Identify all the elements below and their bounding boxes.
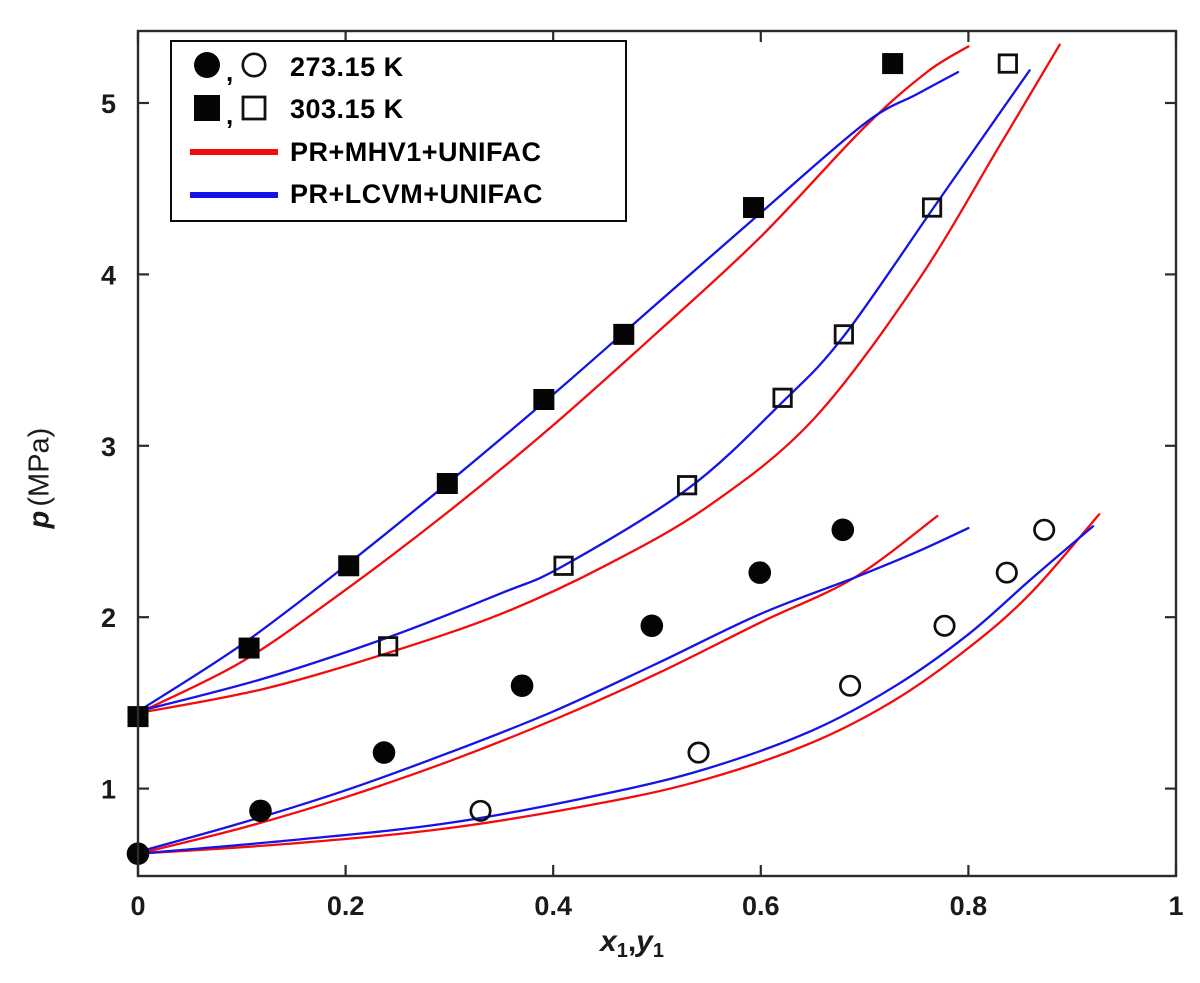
marker-303K-vapor	[553, 555, 574, 576]
x-symbol: x	[600, 925, 617, 958]
marker-273K-vapor	[839, 674, 862, 697]
red-line-icon	[190, 149, 278, 156]
filled-circle-icon	[194, 52, 220, 79]
open-square-icon	[241, 95, 267, 121]
marker-303K-liquid	[613, 323, 635, 345]
marker-303K-vapor	[997, 53, 1018, 74]
x-tick-label-1: 1	[1168, 891, 1183, 921]
x-tick-label-0: 0	[130, 891, 145, 921]
legend-row-mhv1: PR+MHV1+UNIFAC	[190, 131, 625, 173]
y-tick-label-3: 3	[101, 432, 116, 462]
marker-303K-vapor	[677, 475, 698, 496]
marker-303K-vapor	[921, 197, 943, 218]
legend-label-lcvm: PR+LCVM+UNIFAC	[290, 179, 544, 210]
curve-mhv1-303-dew	[136, 43, 1061, 715]
x-axis-title: x1,y1	[600, 925, 664, 963]
curve-lcvm-273-dew	[136, 525, 1095, 855]
legend-row-273K: , 273.15 K	[190, 46, 625, 88]
y-tick-label-1: 1	[101, 775, 116, 805]
filled-square-icon	[194, 94, 220, 121]
legend-markers-303K: ,	[190, 93, 290, 130]
y-subscript: 1	[652, 940, 664, 962]
marker-273K-vapor	[1033, 518, 1056, 541]
y-tick-label-4: 4	[101, 260, 116, 290]
open-circle-icon	[241, 52, 267, 78]
y-tick-label-5: 5	[101, 89, 116, 119]
marker-273K-liquid	[510, 674, 534, 698]
curve-mhv1-273-dew	[136, 513, 1101, 855]
marker-303K-liquid	[436, 472, 458, 494]
curve-mhv1-273-bubble	[136, 514, 939, 855]
legend-label-mhv1: PR+MHV1+UNIFAC	[290, 136, 542, 167]
marker-273K-liquid	[249, 799, 272, 823]
p-symbol: p	[23, 510, 56, 529]
marker-303K-liquid	[882, 53, 904, 75]
marker-273K-vapor	[687, 741, 710, 764]
legend-label-303K: 303.15 K	[290, 94, 404, 125]
legend-separator: ,	[226, 57, 234, 88]
marker-303K-vapor	[378, 636, 399, 657]
marker-303K-vapor	[833, 324, 854, 345]
marker-273K-vapor	[995, 561, 1018, 584]
marker-273K-liquid	[372, 741, 396, 764]
curve-lcvm-273-bubble	[136, 526, 970, 854]
x-tick-label-0.6: 0.6	[742, 891, 780, 921]
p-unit: (MPa)	[23, 427, 56, 507]
x-tick-label-0.4: 0.4	[534, 891, 572, 921]
marker-273K-liquid	[748, 561, 772, 584]
x-subscript: 1	[616, 940, 628, 962]
y-tick-label-2: 2	[101, 603, 116, 633]
marker-303K-liquid	[533, 389, 555, 411]
marker-303K-liquid	[238, 637, 260, 659]
curve-lcvm-303-bubble	[136, 70, 960, 713]
x-tick-label-0.8: 0.8	[950, 891, 988, 921]
curve-lcvm-303-dew	[136, 69, 1031, 713]
xlabel-comma: ,	[627, 925, 637, 958]
legend: , 273.15 K , 303.15 K PR+MHV1+UNIFAC PR+…	[170, 40, 627, 222]
marker-303K-liquid	[743, 197, 765, 219]
y-symbol: y	[636, 925, 653, 958]
marker-273K-vapor	[933, 614, 956, 637]
marker-303K-vapor	[772, 387, 793, 408]
x-tick-label-0.2: 0.2	[327, 891, 365, 921]
legend-line-lcvm	[190, 191, 290, 198]
legend-line-mhv1	[190, 149, 290, 156]
legend-separator: ,	[226, 99, 234, 130]
marker-273K-liquid	[831, 518, 855, 542]
marker-303K-liquid	[338, 555, 360, 577]
legend-row-lcvm: PR+LCVM+UNIFAC	[190, 174, 625, 216]
marker-273K-vapor	[469, 799, 492, 822]
y-axis-title: p (MPa)	[24, 428, 57, 529]
legend-markers-273K: ,	[190, 50, 290, 88]
axes-box	[136, 29, 1178, 878]
legend-label-273K: 273.15 K	[290, 51, 404, 82]
marker-273K-liquid	[640, 614, 664, 638]
legend-row-303K: , 303.15 K	[190, 89, 625, 131]
blue-line-icon	[190, 191, 278, 198]
